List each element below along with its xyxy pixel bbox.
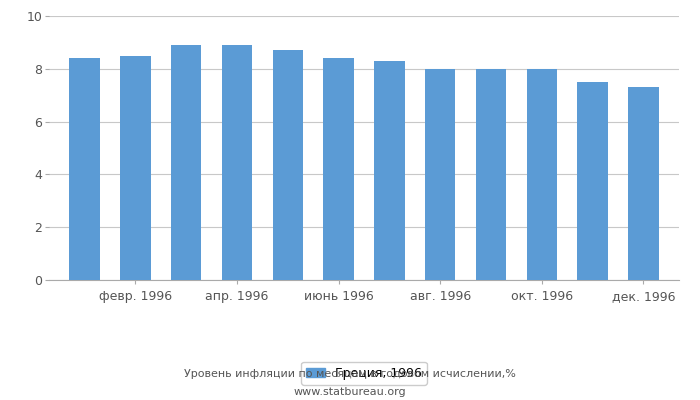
Text: Уровень инфляции по месяцам в годовом исчислении,%: Уровень инфляции по месяцам в годовом ис… bbox=[184, 369, 516, 379]
Bar bbox=[120, 56, 150, 280]
Bar bbox=[323, 58, 354, 280]
Bar bbox=[374, 61, 405, 280]
Bar bbox=[69, 58, 100, 280]
Bar bbox=[272, 50, 303, 280]
Bar bbox=[578, 82, 608, 280]
Text: www.statbureau.org: www.statbureau.org bbox=[294, 387, 406, 397]
Legend: Греция, 1996: Греция, 1996 bbox=[301, 362, 427, 385]
Bar bbox=[476, 69, 506, 280]
Bar bbox=[171, 45, 202, 280]
Bar bbox=[628, 87, 659, 280]
Bar bbox=[222, 45, 252, 280]
Bar bbox=[526, 69, 557, 280]
Bar bbox=[425, 69, 456, 280]
